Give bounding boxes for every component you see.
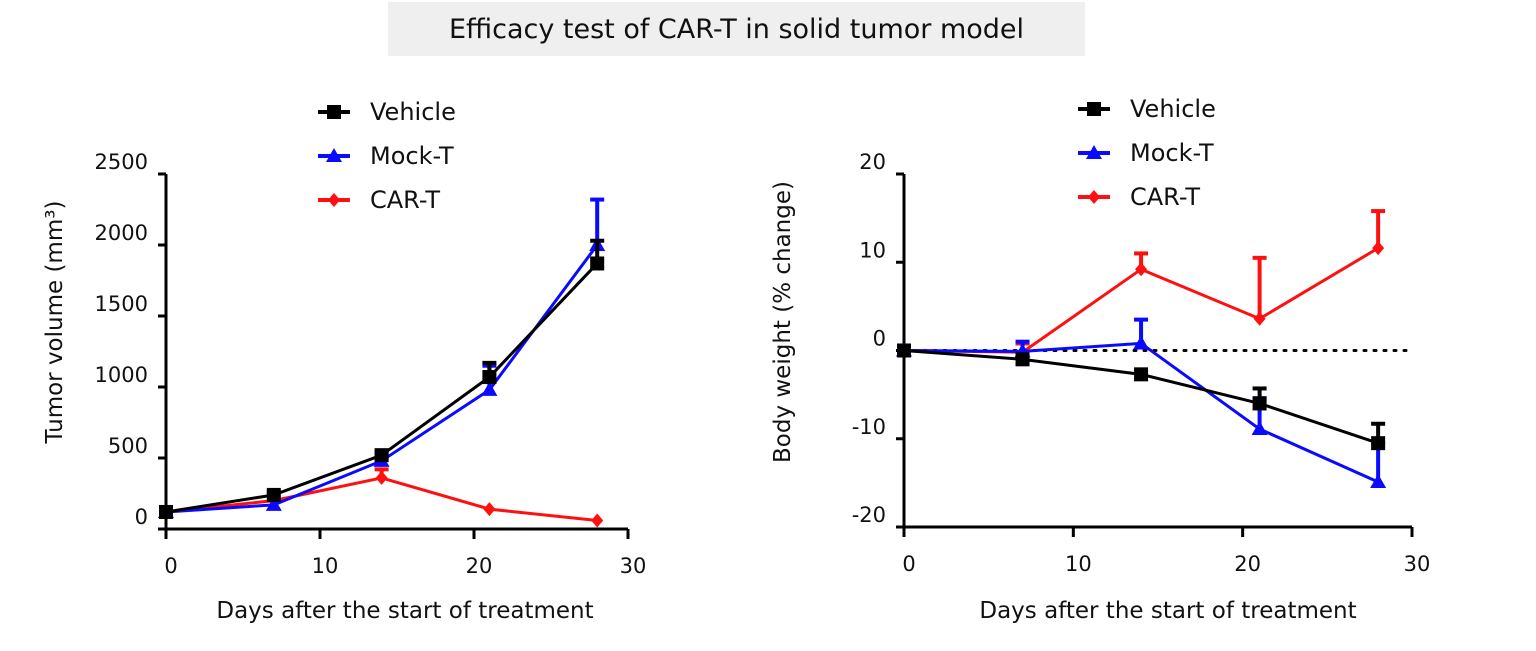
y-tick-label: 0 [135,505,148,529]
data-point [1371,436,1386,451]
series-vehicle [159,238,605,519]
legend-marker [327,105,341,119]
legend-marker [326,148,342,162]
x-tick-label: 10 [1065,552,1092,576]
legend-marker [1086,145,1102,159]
series-vehicle [897,343,1386,451]
legend-label: Vehicle [370,98,456,126]
legend-label: CAR-T [1130,183,1200,211]
legend-item-car-t: CAR-T [1078,183,1200,211]
y-tick-label: 10 [859,238,886,262]
y-axis-label: Body weight (% change) [770,181,796,463]
y-tick-label: 2000 [95,221,148,245]
series-mock-t [896,317,1387,488]
x-tick-label: 30 [1404,552,1431,576]
data-point [1133,335,1150,350]
x-axis-label: Days after the start of treatment [979,598,1356,624]
series-line [903,349,1379,445]
legend-marker [328,193,340,207]
data-point [1135,262,1148,277]
data-point [482,370,497,385]
x-tick-label: 20 [466,554,493,578]
y-tick-label: 1500 [95,292,148,316]
y-tick-label: -20 [852,503,886,527]
legend-label: Vehicle [1130,95,1216,123]
y-tick-label: 0 [873,327,886,351]
data-point [1251,421,1268,436]
y-tick-label: 1000 [95,363,148,387]
data-point [375,470,388,485]
data-point [266,487,281,502]
y-axis-label: Tumor volume (mm³) [42,201,68,445]
x-axis-label: Days after the start of treatment [216,598,593,624]
data-point [483,502,496,517]
data-point [1372,241,1385,256]
data-point [481,381,498,396]
legend-label: CAR-T [370,186,440,214]
data-point [1015,352,1030,367]
data-point [159,504,173,519]
legend-item-vehicle: Vehicle [318,98,456,126]
x-tick-label: 0 [164,554,177,578]
data-point [374,448,389,463]
data-point [1253,311,1266,326]
legend-item-mock-t: Mock-T [318,142,454,170]
series-line [903,341,1379,484]
x-tick-label: 10 [312,554,339,578]
legend-label: Mock-T [370,142,454,170]
y-tick-label: -10 [852,415,886,439]
legend-marker [1088,190,1100,204]
data-point [591,513,604,528]
legend-label: Mock-T [1130,139,1214,167]
data-point [1134,367,1149,382]
x-tick-label: 0 [902,552,915,576]
data-point [590,256,605,271]
data-point [265,496,282,511]
legend-marker [1087,102,1101,116]
x-tick-label: 20 [1234,552,1261,576]
data-point [1370,473,1387,488]
legend-item-vehicle: Vehicle [1078,95,1216,123]
x-tick-label: 30 [620,554,647,578]
series-car-t [160,467,604,528]
y-tick-label: 2500 [95,150,148,174]
data-point [1252,396,1267,411]
y-tick-label: 500 [108,434,148,458]
legend-item-car-t: CAR-T [318,186,440,214]
chart-1: 0 500 1000 1500 2000 2500 0 10 20 30 Days after th… [42,98,646,624]
data-point [897,343,911,358]
y-tick-label: 20 [859,150,886,174]
legend-item-mock-t: Mock-T [1078,139,1214,167]
chart-2: -20 -10 0 10 20 0 10 20 30 Days after the start o… [770,95,1430,624]
chart-title: Efficacy test of CAR-T in solid tumor mo… [388,2,1085,56]
